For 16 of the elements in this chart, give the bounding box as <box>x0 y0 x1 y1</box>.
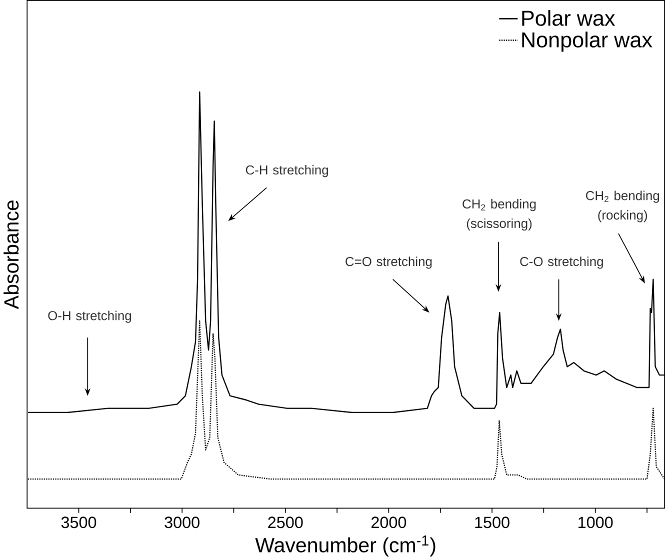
x-tick-label: 2000 <box>371 516 406 528</box>
x-axis-title: Wavenumber (cm$^{-1}$) <box>255 536 436 556</box>
x-tick-label: 2500 <box>268 516 303 528</box>
x-tick-label: 3000 <box>164 516 200 528</box>
legend-label: Polar wax <box>522 10 616 26</box>
x-tick-label: 3500 <box>61 516 96 528</box>
annotation: C=O stretching <box>346 256 432 269</box>
annotation: O-H stretching <box>48 310 132 323</box>
annotation: CH$_{2}$ bending (scissoring) <box>462 199 536 231</box>
x-tick-label: 1000 <box>578 516 613 528</box>
y-axis-title: Absorbance <box>4 200 19 310</box>
annotation: CH$_{2}$ bending (rocking) <box>586 190 660 222</box>
annotation: C-O stretching <box>520 256 603 269</box>
annotation: C-H stretching <box>246 165 328 178</box>
x-tick-label: 1500 <box>475 516 510 528</box>
legend-label: Nonpolar wax <box>522 32 652 52</box>
